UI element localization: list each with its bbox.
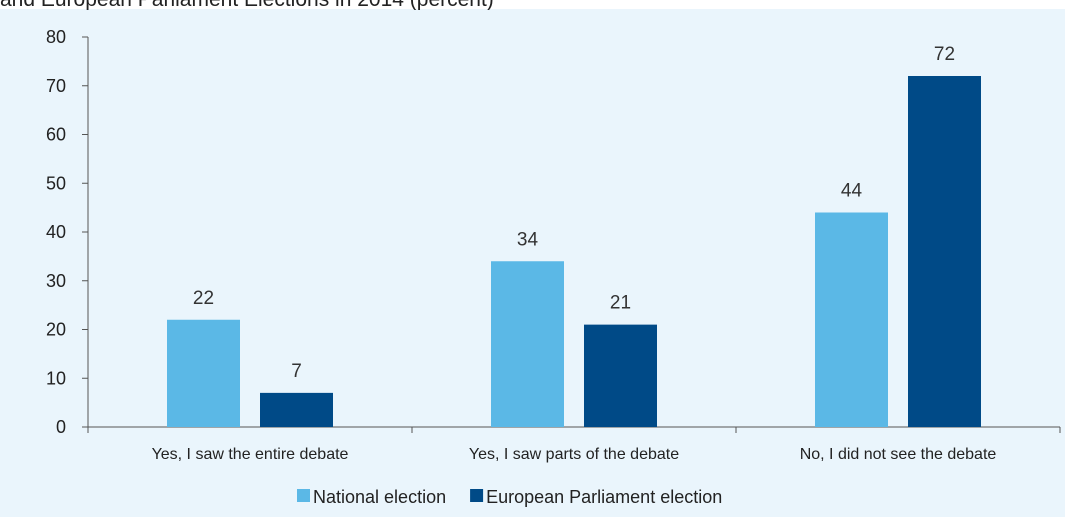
x-category-label: Yes, I saw the entire debate — [152, 446, 349, 463]
y-tick-label: 70 — [46, 76, 66, 96]
data-label: 22 — [193, 288, 214, 309]
bar — [908, 76, 981, 427]
data-label: 72 — [934, 44, 955, 65]
bar — [815, 212, 888, 427]
y-tick-label: 20 — [46, 320, 66, 340]
data-label: 34 — [517, 229, 539, 250]
data-label: 21 — [610, 293, 631, 314]
bar — [260, 392, 333, 427]
y-tick-label: 0 — [56, 417, 66, 437]
y-tick-label: 40 — [46, 222, 66, 242]
x-category-label: Yes, I saw parts of the debate — [469, 446, 679, 463]
bar — [167, 319, 240, 427]
bar — [491, 261, 564, 427]
y-tick-label: 30 — [46, 271, 66, 291]
legend-label: European Parliament election — [486, 487, 722, 507]
y-tick-label: 10 — [46, 368, 66, 388]
legend-swatch — [297, 489, 310, 502]
bar — [584, 324, 657, 427]
y-tick-label: 80 — [46, 27, 66, 47]
x-category-label: No, I did not see the debate — [800, 446, 997, 463]
data-label: 44 — [841, 181, 863, 202]
legend-swatch — [470, 489, 484, 502]
chart-title: and European Parliament Elections in 201… — [0, 0, 1075, 10]
data-label: 7 — [291, 361, 302, 382]
legend-label: National election — [313, 487, 446, 507]
y-tick-label: 50 — [46, 173, 66, 193]
y-tick-label: 60 — [46, 125, 66, 145]
